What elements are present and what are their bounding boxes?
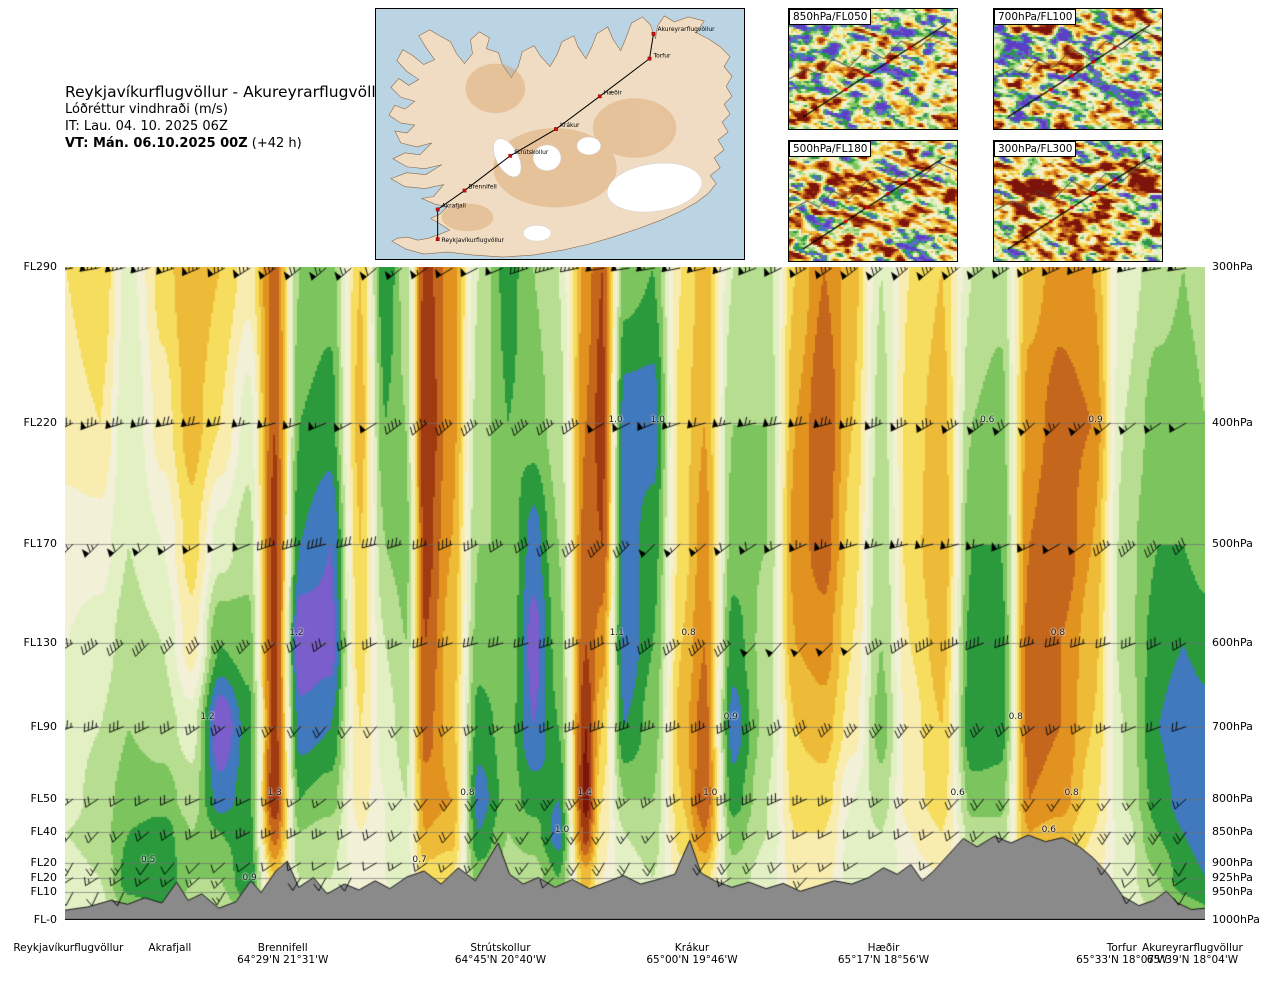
page-title: Reykjavíkurflugvöllur - Akureyrarflugvöl… <box>65 83 392 101</box>
minimap-300hpa: 300hPa/FL300 <box>993 140 1163 262</box>
flight-level-label: FL290 <box>23 260 57 273</box>
station-marker <box>435 207 440 212</box>
minimap-label: 300hPa/FL300 <box>994 141 1077 157</box>
map-station-name: Torfur <box>652 53 671 60</box>
iceland-map: Reykjavíkurflugvöllur Akrafjall Brennifell… <box>376 9 744 259</box>
station-coordinates: 64°29'N 21°31'W <box>237 954 329 966</box>
pressure-label: 1000hPa <box>1212 913 1260 926</box>
station-name: Hæðir <box>867 942 900 954</box>
pressure-label: 900hPa <box>1212 855 1253 869</box>
minimap-label: 700hPa/FL100 <box>994 9 1077 25</box>
station-label: Torfur 65°33'N 18°07'W <box>1076 942 1167 966</box>
station-name: Torfur <box>1106 942 1137 954</box>
station-name: Reykjavíkurflugvöllur <box>13 942 124 954</box>
route-layer: Reykjavíkurflugvöllur Akrafjall Brennifell… <box>435 26 715 244</box>
station-marker <box>554 127 558 131</box>
station-axis: Reykjavíkurflugvöllur Akrafjall Brennifell… <box>13 942 1243 980</box>
station-marker <box>435 237 440 241</box>
station-name: Brennifell <box>257 942 308 954</box>
station-marker <box>462 188 467 193</box>
minimap-850hpa: 850hPa/FL050 <box>788 8 958 130</box>
flight-level-label: FL170 <box>23 537 57 551</box>
pressure-label: 950hPa <box>1212 885 1253 899</box>
valid-time-bold: VT: Mán. 06.10.2025 00Z <box>65 136 248 151</box>
pressure-label: 925hPa <box>1212 870 1253 884</box>
pressure-label: 300hPa <box>1212 260 1253 273</box>
minimap-500hpa: 500hPa/FL180 <box>788 140 958 262</box>
station-label: Akrafjall <box>148 942 191 954</box>
station-coordinates: 65°00'N 19°46'W <box>646 954 738 966</box>
valid-time-suffix: (+42 h) <box>247 136 302 151</box>
flight-level-label: FL10 <box>30 885 57 899</box>
flight-level-label: FL40 <box>30 824 57 838</box>
pressure-axis: 300hPa 400hPa 500hPa 600hPa 700hPa 800hPa 850h… <box>1209 260 1279 927</box>
station-label: Akureyrarflugvöllur 65°39'N 18°04'W <box>1142 942 1243 966</box>
map-station-name: Krákur <box>560 122 580 129</box>
flight-level-label: FL130 <box>23 635 57 649</box>
map-station-name: Brennifell <box>468 184 497 191</box>
minimap-label: 850hPa/FL050 <box>789 9 872 25</box>
station-name: Strútskollur <box>470 942 531 954</box>
route-line <box>437 33 654 240</box>
map-station-name: Akureyrarflugvöllur <box>657 26 715 33</box>
station-name: Krákur <box>674 942 710 954</box>
station-label: Reykjavíkurflugvöllur <box>13 942 123 954</box>
pressure-label: 400hPa <box>1212 416 1253 430</box>
minimap-label: 500hPa/FL180 <box>789 141 872 157</box>
pressure-label: 850hPa <box>1212 824 1253 838</box>
flight-level-label: FL-0 <box>33 913 57 926</box>
pressure-label: 500hPa <box>1212 537 1253 551</box>
station-coordinates: 64°45'N 20°40'W <box>454 954 547 966</box>
map-station-name: Akrafjall <box>442 202 467 209</box>
map-station-name: Reykjavíkurflugvöllur <box>442 237 505 244</box>
station-coordinates: 65°33'N 18°07'W <box>1076 954 1168 966</box>
flight-level-label: FL90 <box>30 719 57 733</box>
station-marker <box>647 56 652 61</box>
station-coordinates: 65°17'N 18°56'W <box>837 954 930 966</box>
flight-level-label: FL20 <box>30 855 57 869</box>
flight-level-label: FL50 <box>30 791 57 805</box>
flight-level-label: FL20 <box>30 870 57 884</box>
minimap-canvas <box>994 9 1162 129</box>
map-station-name: Hæðir <box>604 89 623 96</box>
station-marker <box>651 31 656 36</box>
station-coordinates: 65°39'N 18°04'W <box>1146 954 1239 966</box>
flight-level-axis: FL290 FL220 FL170 FL130 FL90 FL50 FL40 FL20 FL20… <box>0 260 61 927</box>
minimap-700hpa: 700hPa/FL100 <box>993 8 1163 130</box>
station-marker <box>508 153 513 158</box>
title-block: Reykjavíkurflugvöllur - Akureyrarflugvöl… <box>65 84 392 152</box>
pressure-label: 600hPa <box>1212 635 1253 649</box>
cross-section-canvas <box>65 267 1205 920</box>
pressure-label: 800hPa <box>1212 791 1253 805</box>
station-label: Krákur 65°00'N 19°46'W <box>646 942 737 966</box>
station-marker <box>597 94 602 99</box>
minimap-canvas <box>789 141 957 261</box>
route-map: Reykjavíkurflugvöllur Akrafjall Brennifell… <box>375 8 745 260</box>
minimap-canvas <box>789 9 957 129</box>
map-station-name: Strútskollur <box>514 149 549 156</box>
station-label: Hæðir 65°17'N 18°56'W <box>838 942 929 966</box>
station-name: Akrafjall <box>148 942 192 954</box>
init-time: IT: Lau. 04. 10. 2025 06Z <box>65 119 228 134</box>
pressure-label: 700hPa <box>1212 719 1253 733</box>
station-label: Strútskollur 64°45'N 20°40'W <box>455 942 546 966</box>
station-name: Akureyrarflugvöllur <box>1142 942 1243 954</box>
minimap-canvas <box>994 141 1162 261</box>
valid-time: VT: Mán. 06.10.2025 00Z (+42 h) <box>65 135 392 152</box>
flight-level-label: FL220 <box>23 416 57 430</box>
station-label: Brennifell 64°29'N 21°31'W <box>237 942 328 966</box>
chart-subtitle: Lóðréttur vindhraði (m/s) <box>65 102 228 117</box>
